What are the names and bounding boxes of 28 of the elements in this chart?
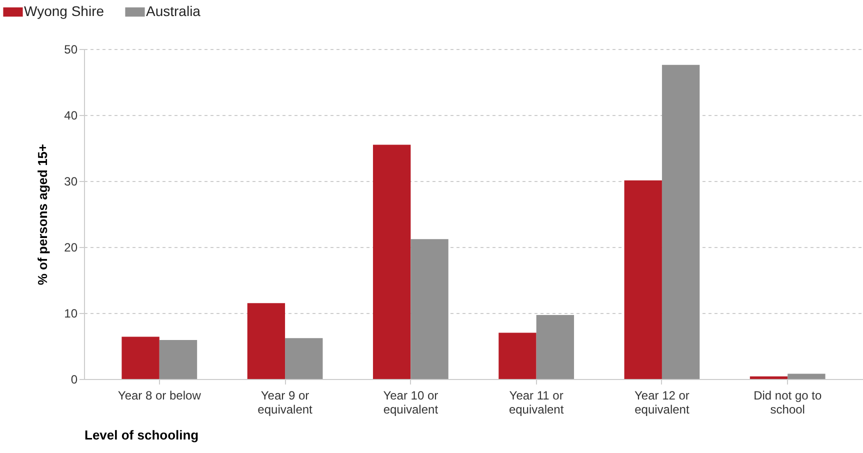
x-axis-title: Level of schooling (84, 428, 199, 442)
y-tick-label: 0 (70, 372, 78, 386)
y-axis-title: % of persons aged 15+ (35, 143, 50, 286)
bar (750, 376, 788, 379)
x-tick-label: Year 11 or equivalent (508, 388, 564, 416)
bar (159, 340, 198, 379)
bar (624, 180, 662, 379)
x-tick-label: Year 10 or equivalent (383, 388, 439, 416)
legend-label: Wyong Shire (24, 3, 104, 19)
y-tick-label: 50 (64, 42, 78, 56)
x-tick-label: Did not go to school (754, 388, 822, 416)
bar (247, 303, 286, 379)
legend-label: Australia (146, 3, 201, 19)
bar (410, 239, 448, 379)
bar (662, 64, 700, 379)
x-tick-label: Year 9 or equivalent (258, 388, 314, 416)
x-tick-label: Year 12 or equivalent (634, 388, 690, 416)
y-tick-label: 20 (64, 240, 78, 254)
bar (536, 314, 574, 379)
bar (372, 144, 411, 379)
bar (122, 336, 160, 379)
y-tick-label: 40 (64, 108, 78, 122)
y-tick-label: 10 (64, 306, 78, 320)
bar (285, 338, 323, 379)
y-tick-label: 30 (64, 174, 78, 188)
x-tick-label: Year 8 or below (118, 388, 202, 402)
bar (498, 332, 536, 379)
bar (788, 374, 826, 379)
